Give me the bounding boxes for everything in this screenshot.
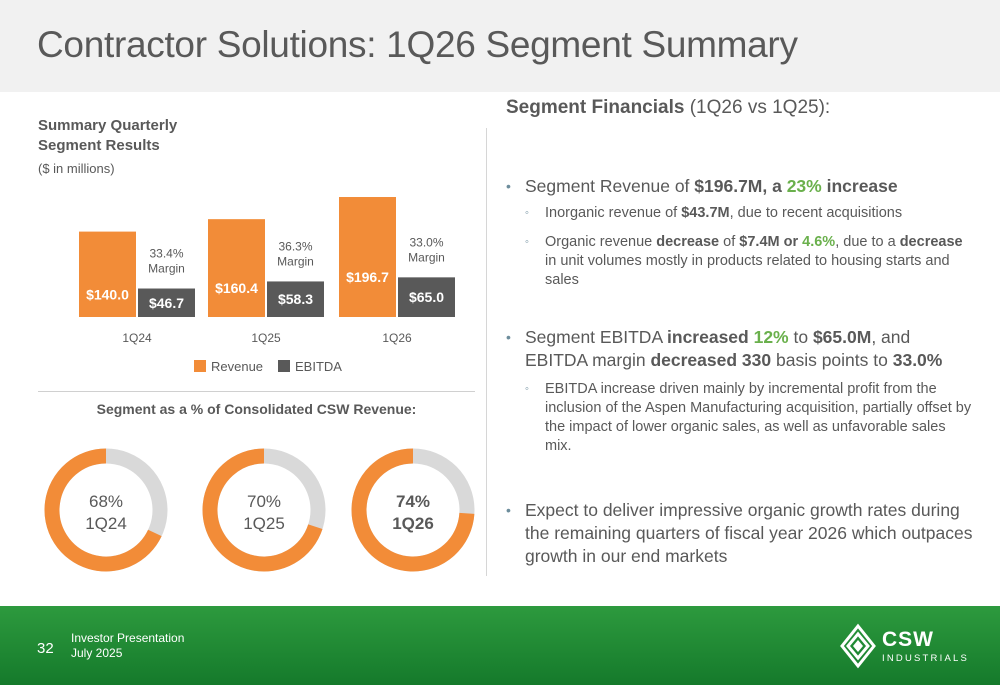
sub-bullet-ebitda-drivers: ◦ EBITDA increase driven mainly by incre… xyxy=(525,381,972,454)
x-tick-label: 1Q25 xyxy=(251,331,281,345)
sub-bullet-dot: ◦ xyxy=(525,207,529,219)
bullet-outlook: • Expect to deliver impressive organic g… xyxy=(506,500,973,566)
sub-bullet-dot: ◦ xyxy=(525,383,529,395)
bar-ebitda xyxy=(267,281,324,317)
margin-annotation: 33.4% xyxy=(149,247,183,261)
margin-annotation: 36.3% xyxy=(278,239,312,253)
chart-subtitle: ($ in millions) xyxy=(38,161,115,176)
segment-share-donuts: 68% 1Q24 70% 1Q25 74% 1Q26 xyxy=(44,448,475,572)
bar-label-revenue: $196.7 xyxy=(346,269,389,285)
bar-label-ebitda: $65.0 xyxy=(409,289,444,305)
donut-value: 68% xyxy=(89,492,123,511)
slide-footer: 32 Investor Presentation July 2025 CSW I… xyxy=(0,606,1000,685)
margin-annotation-label: Margin xyxy=(408,250,445,264)
donut-label: 1Q26 xyxy=(392,514,434,533)
legend-label-ebitda: EBITDA xyxy=(295,359,342,374)
chart-title: Summary Quarterly Segment Results xyxy=(38,117,178,154)
segment-financials: Segment Financials (1Q26 vs 1Q25): • Seg… xyxy=(506,97,976,566)
sub-bullet-organic: ◦ Organic revenue decrease of $7.4M or 4… xyxy=(525,234,963,288)
footer-caption: Investor Presentation July 2025 xyxy=(71,631,185,660)
bar-revenue xyxy=(79,231,136,317)
bullet-dot: • xyxy=(506,178,511,194)
x-tick-label: 1Q26 xyxy=(382,331,412,345)
donut-value: 74% xyxy=(396,492,430,511)
financials-title: Segment Financials (1Q26 vs 1Q25): xyxy=(506,97,831,118)
bar-label-revenue: $140.0 xyxy=(86,286,129,302)
legend-swatch-ebitda xyxy=(278,360,290,372)
donut-label: 1Q25 xyxy=(243,514,285,533)
bar-label-ebitda: $58.3 xyxy=(278,291,313,307)
bar-ebitda xyxy=(138,288,195,317)
slide-header: Contractor Solutions: 1Q26 Segment Summa… xyxy=(0,0,1000,92)
donut-value: 70% xyxy=(247,492,281,511)
bar-label-revenue: $160.4 xyxy=(215,280,258,296)
csw-logo: CSW INDUSTRIALS xyxy=(838,622,978,672)
bullet-ebitda: • Segment EBITDA increased 12% to $65.0M… xyxy=(506,327,943,370)
sub-bullet-dot: ◦ xyxy=(525,236,529,248)
segment-bar-chart: $140.0$46.733.4%Margin1Q24$160.4$58.336.… xyxy=(79,197,455,374)
bar-revenue xyxy=(339,197,396,317)
bullet-revenue: • Segment Revenue of $196.7M, a 23% incr… xyxy=(506,176,898,196)
divider xyxy=(486,128,487,576)
diamond-logo-icon xyxy=(840,623,876,669)
bullet-dot: • xyxy=(506,329,511,345)
slide-title: Contractor Solutions: 1Q26 Segment Summa… xyxy=(37,24,798,65)
margin-annotation: 33.0% xyxy=(409,235,443,249)
donut-segment xyxy=(202,448,323,572)
bar-ebitda xyxy=(398,277,455,317)
x-tick-label: 1Q24 xyxy=(122,331,152,345)
donut-segment xyxy=(351,448,475,572)
margin-annotation-label: Margin xyxy=(277,254,314,268)
legend-label-revenue: Revenue xyxy=(211,359,263,374)
page-number: 32 xyxy=(37,640,54,657)
bar-label-ebitda: $46.7 xyxy=(149,295,184,311)
sub-bullet-inorganic: ◦ Inorganic revenue of $43.7M, due to re… xyxy=(525,205,903,221)
donut-title: Segment as a % of Consolidated CSW Reven… xyxy=(96,401,417,417)
bar-revenue xyxy=(208,219,265,317)
bullet-dot: • xyxy=(506,502,511,518)
margin-annotation-label: Margin xyxy=(148,262,185,276)
divider xyxy=(38,391,475,392)
legend-swatch-revenue xyxy=(194,360,206,372)
donut-segment xyxy=(44,448,162,572)
donut-label: 1Q24 xyxy=(85,514,127,533)
